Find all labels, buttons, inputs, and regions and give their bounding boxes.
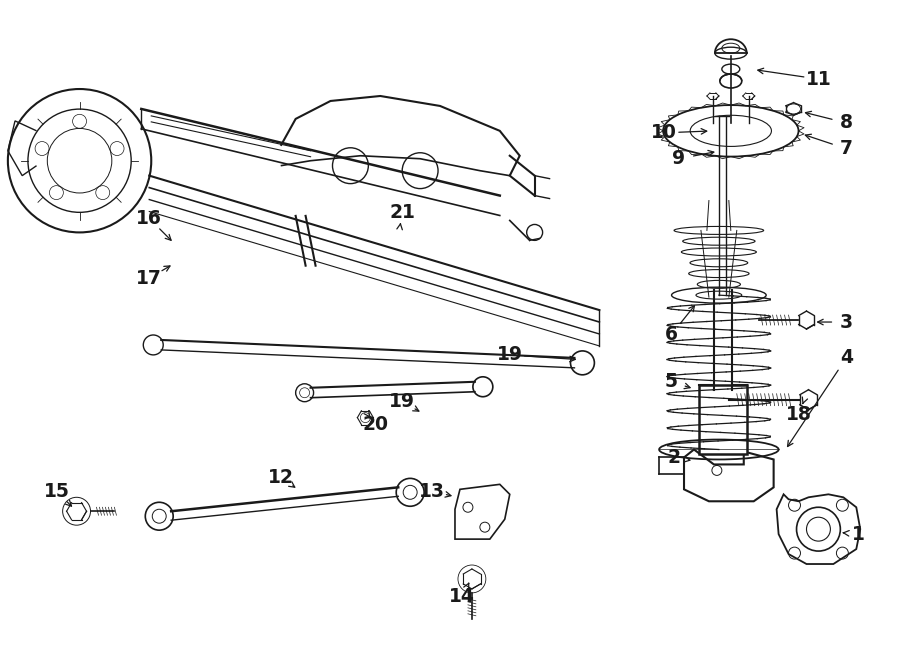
Text: 3: 3 <box>840 313 853 332</box>
Text: 1: 1 <box>851 525 865 543</box>
Text: 12: 12 <box>268 468 293 487</box>
Text: 10: 10 <box>652 124 677 142</box>
Polygon shape <box>699 385 747 455</box>
Text: 4: 4 <box>840 348 853 368</box>
Text: 13: 13 <box>419 482 446 501</box>
Text: 14: 14 <box>449 588 475 606</box>
Polygon shape <box>455 485 509 539</box>
Text: 19: 19 <box>389 392 415 411</box>
Text: 19: 19 <box>497 346 523 364</box>
Text: 6: 6 <box>664 325 678 344</box>
Text: 21: 21 <box>390 203 415 222</box>
Text: 20: 20 <box>363 415 388 434</box>
Text: 5: 5 <box>664 372 678 391</box>
Text: 7: 7 <box>840 139 853 158</box>
Text: 18: 18 <box>786 405 812 424</box>
Polygon shape <box>777 494 860 564</box>
Text: 2: 2 <box>668 448 680 467</box>
Text: 9: 9 <box>672 149 686 169</box>
Text: 11: 11 <box>806 69 832 89</box>
Polygon shape <box>684 449 774 501</box>
Text: 15: 15 <box>44 482 69 501</box>
Text: 8: 8 <box>840 114 853 132</box>
Text: 17: 17 <box>136 269 162 288</box>
Text: 16: 16 <box>136 209 162 228</box>
